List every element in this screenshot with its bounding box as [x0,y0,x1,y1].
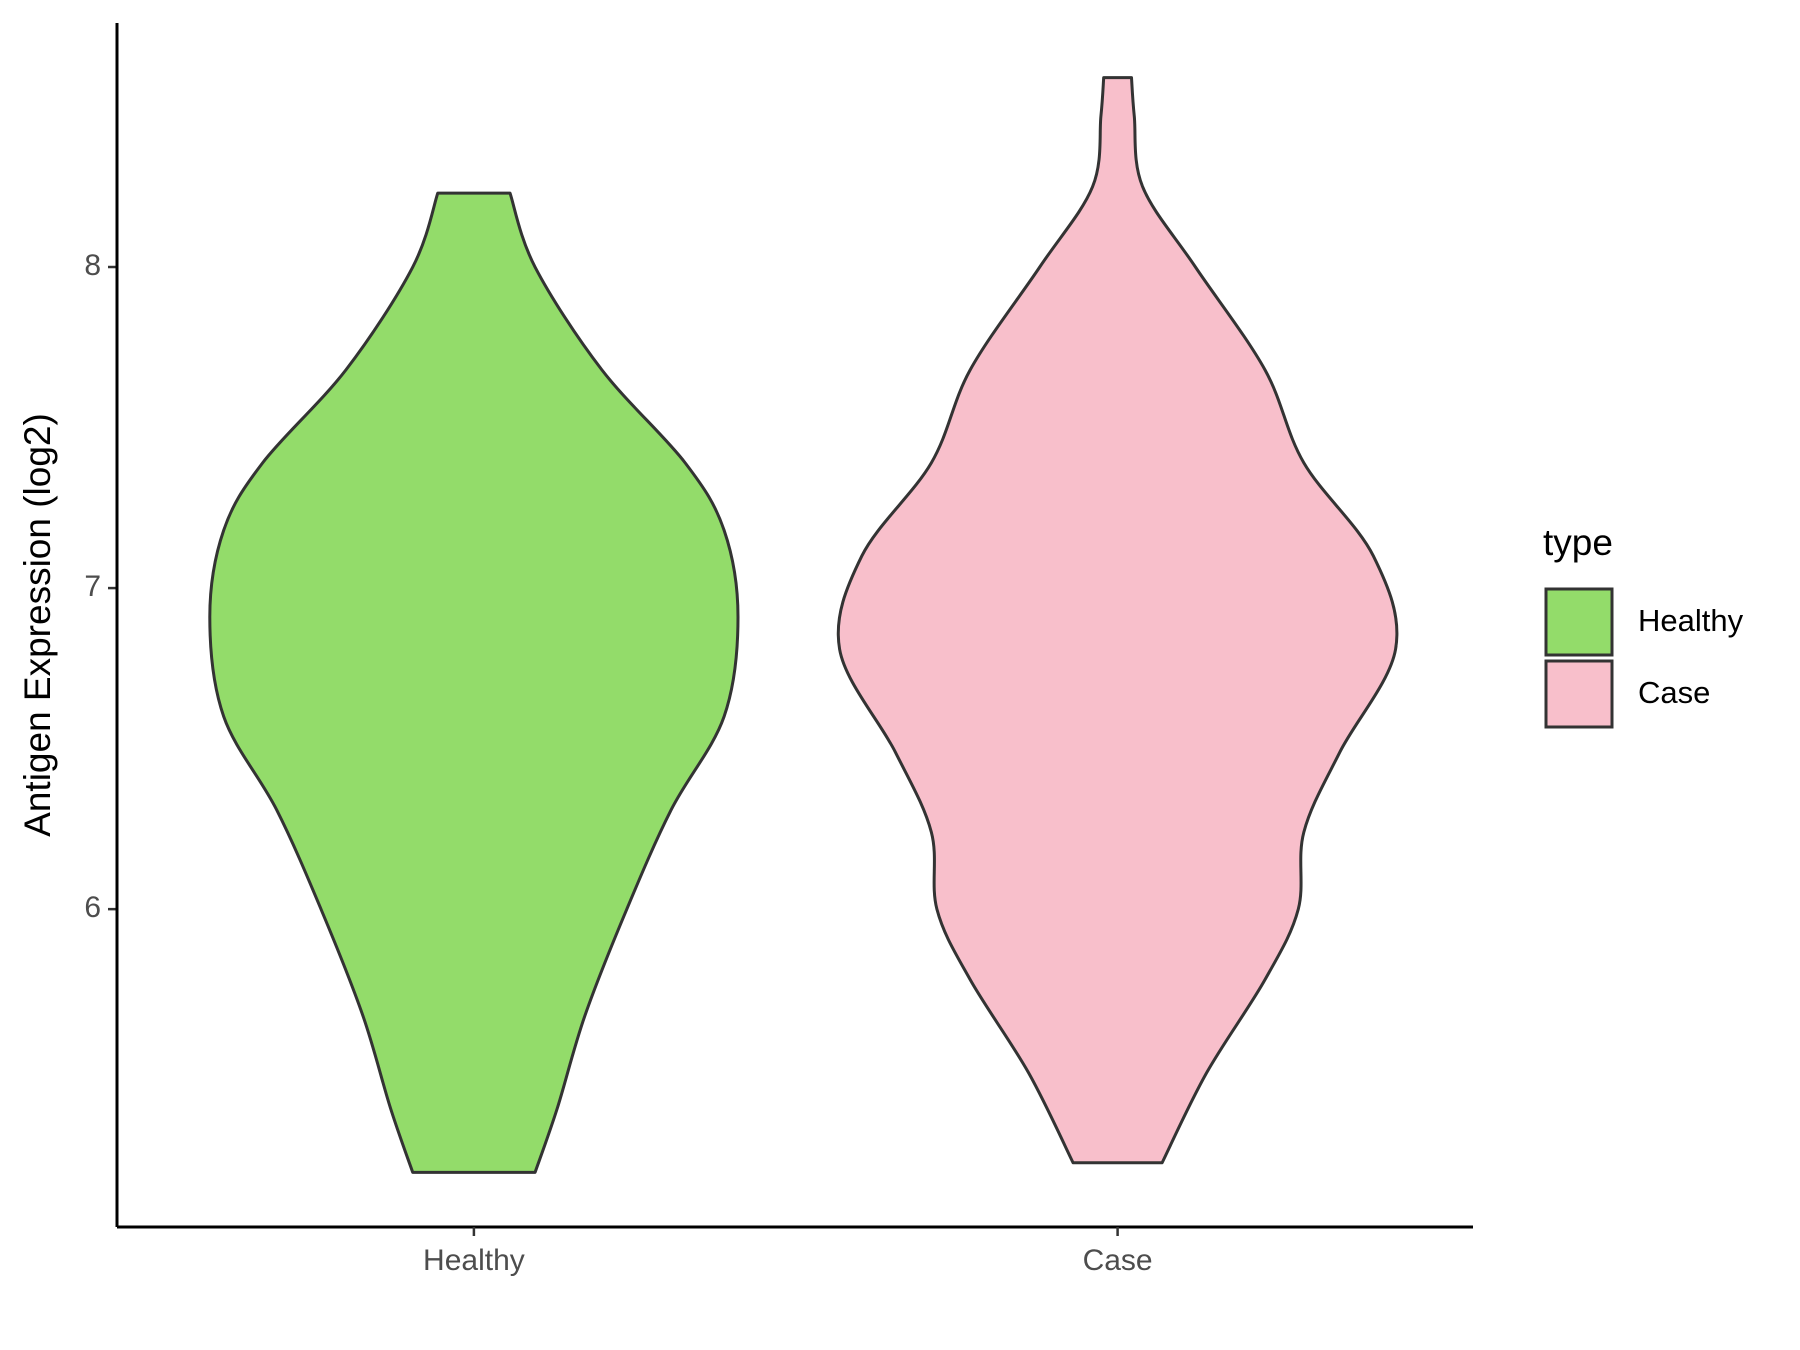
y-axis-title: Antigen Expression (log2) [17,413,58,837]
x-tick-label: Healthy [423,1244,525,1277]
legend-key [1544,659,1614,729]
y-tick-label: 6 [84,891,101,924]
legend-title: type [1543,522,1613,563]
y-tick-label: 8 [84,249,101,282]
legend-label: Healthy [1638,603,1744,638]
x-tick-label: Case [1083,1244,1153,1277]
y-tick-label: 7 [84,570,101,603]
legend-key [1544,587,1614,657]
violin [208,191,740,1174]
legend-label: Case [1638,675,1710,710]
violin [836,76,1399,1165]
